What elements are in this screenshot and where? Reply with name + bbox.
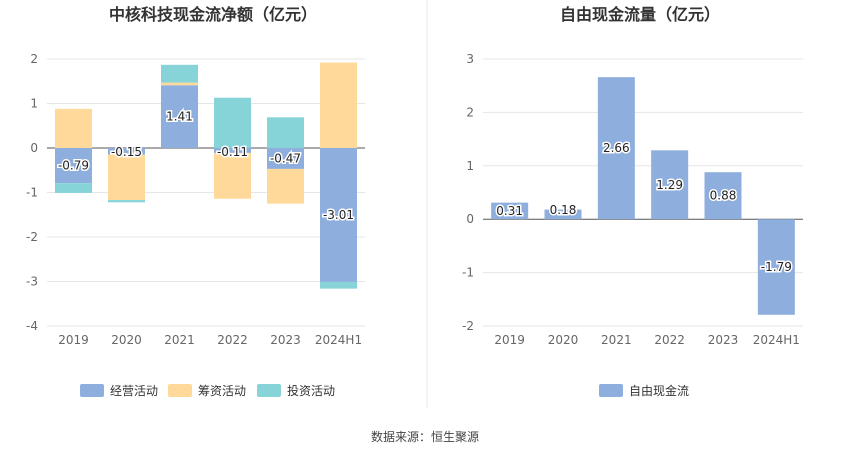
x-tick-label: 2019 xyxy=(58,333,89,347)
bar-筹资活动-2021 xyxy=(161,82,198,86)
data-label: -0.79 xyxy=(58,159,89,173)
bar-经营活动-2021 xyxy=(161,85,198,148)
bar-自由现金流-2019 xyxy=(491,202,529,220)
x-tick-label: 2023 xyxy=(270,333,301,347)
y-tick-label: -2 xyxy=(26,230,38,244)
bar-筹资活动-2023 xyxy=(267,168,304,204)
data-label: -0.15 xyxy=(111,145,142,159)
data-label: -3.01 xyxy=(323,208,354,222)
x-tick-label: 2020 xyxy=(111,333,142,347)
bar-投资活动-2024H1 xyxy=(320,281,357,289)
x-tick-label: 2023 xyxy=(708,333,739,347)
data-label: 1.41 xyxy=(166,110,193,124)
data-label: 0.18 xyxy=(550,203,577,217)
data-label: 0.88 xyxy=(710,189,737,203)
bar-筹资活动-2019 xyxy=(55,108,92,148)
x-tick-label: 2022 xyxy=(217,333,248,347)
y-tick-label: -4 xyxy=(26,319,38,333)
data-label: 2.66 xyxy=(603,141,630,155)
bar-经营活动-2024H1 xyxy=(320,148,357,282)
bar-经营活动-2020 xyxy=(108,148,145,155)
x-tick-label: 2020 xyxy=(548,333,579,347)
bar-自由现金流-2020 xyxy=(544,209,582,220)
bar-筹资活动-2022 xyxy=(214,152,251,199)
legend-label: 自由现金流 xyxy=(629,383,689,398)
chart-title-1: 中核科技现金流净额（亿元） xyxy=(109,5,317,24)
bar-自由现金流-2021 xyxy=(597,77,635,220)
bar-投资活动-2020 xyxy=(108,200,145,203)
bar-自由现金流-2022 xyxy=(651,150,689,220)
bar-经营活动-2022 xyxy=(214,148,251,153)
bar-自由现金流-2023 xyxy=(704,172,742,220)
bar-投资活动-2019 xyxy=(55,183,92,193)
legend-swatch xyxy=(599,384,623,397)
x-tick-label: 2024H1 xyxy=(753,333,800,347)
y-tick-label: -3 xyxy=(26,275,38,289)
x-tick-label: 2022 xyxy=(654,333,685,347)
data-label: 1.29 xyxy=(656,178,683,192)
bar-经营活动-2019 xyxy=(55,148,92,184)
y-tick-label: -1 xyxy=(462,266,474,280)
bar-投资活动-2021 xyxy=(161,64,198,83)
x-tick-label: 2021 xyxy=(601,333,632,347)
bar-经营活动-2023 xyxy=(267,148,304,169)
bar-筹资活动-2020 xyxy=(108,154,145,201)
legend-swatch xyxy=(80,384,104,397)
data-label: -0.11 xyxy=(217,145,248,159)
y-tick-label: 2 xyxy=(30,52,38,66)
x-tick-label: 2019 xyxy=(494,333,525,347)
legend-label: 经营活动 xyxy=(110,384,158,398)
y-tick-label: 1 xyxy=(30,97,38,111)
legend-label: 筹资活动 xyxy=(198,384,246,398)
data-label: 0.31 xyxy=(496,204,523,218)
data-source-note: 数据来源：恒生聚源 xyxy=(370,430,479,444)
y-tick-label: -1 xyxy=(26,186,38,200)
chart-title-2: 自由现金流量（亿元） xyxy=(560,5,720,24)
bar-投资活动-2022 xyxy=(214,97,251,148)
cash-flow-charts: 中核科技现金流净额（亿元）210-1-2-3-4-0.792019-0.1520… xyxy=(26,0,803,408)
data-label: -0.47 xyxy=(270,151,301,165)
legend-label: 投资活动 xyxy=(287,383,335,398)
y-tick-label: 0 xyxy=(30,141,38,155)
legend-swatch xyxy=(168,384,192,397)
legend-swatch xyxy=(257,384,281,397)
y-tick-label: 0 xyxy=(466,212,474,226)
bar-自由现金流-2024H1 xyxy=(757,219,795,315)
data-label: -1.79 xyxy=(761,260,792,274)
x-tick-label: 2024H1 xyxy=(315,333,362,347)
y-tick-label: 2 xyxy=(466,105,474,119)
y-tick-label: -2 xyxy=(462,319,474,333)
bar-投资活动-2023 xyxy=(267,117,304,148)
bar-筹资活动-2024H1 xyxy=(320,62,357,149)
y-tick-label: 1 xyxy=(466,159,474,173)
y-tick-label: 3 xyxy=(466,52,474,66)
x-tick-label: 2021 xyxy=(164,333,195,347)
